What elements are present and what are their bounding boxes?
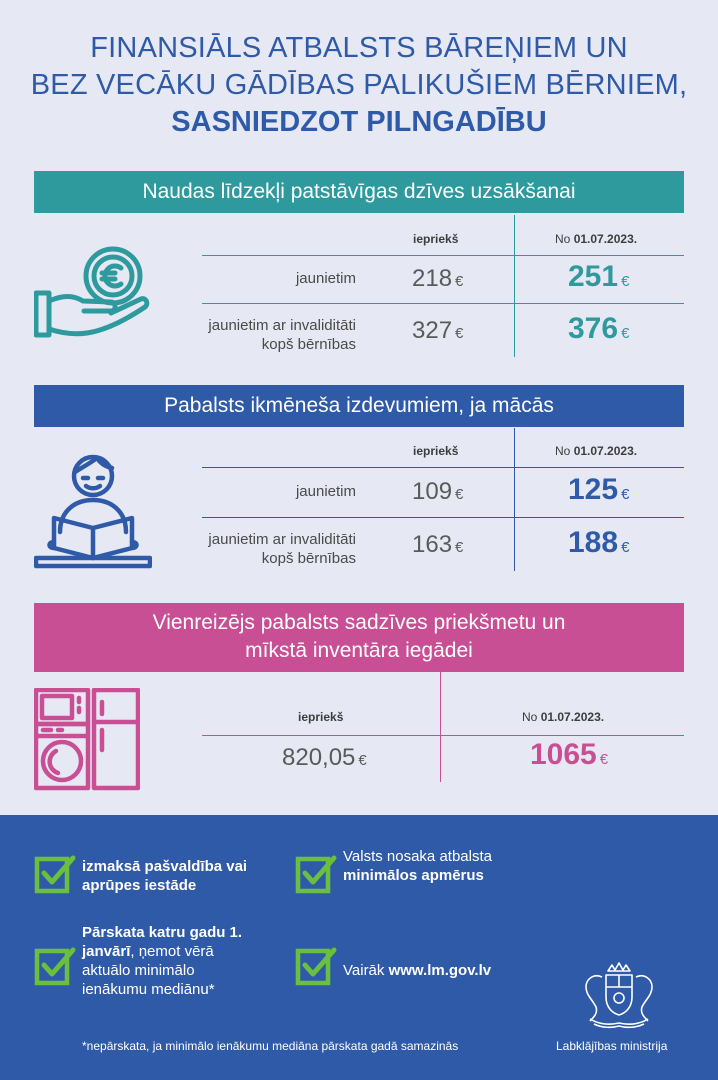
check-icon	[295, 947, 337, 986]
section-3-header: Vienreizējs pabalsts sadzīves priekšmetu…	[34, 603, 684, 672]
s1-col-prev-header: iepriekš	[413, 232, 459, 246]
section-2-header: Pabalsts ikmēneša izdevumiem, ja mācās	[34, 385, 684, 427]
s2-row-1-label: jaunietim	[295, 483, 356, 500]
ministry-name: Labklājības ministrija	[556, 1039, 668, 1053]
footer-panel: izmaksā pašvaldība vai aprūpes iestāde V…	[0, 815, 718, 1080]
s2-col-new-header: No 01.07.2023.	[555, 444, 638, 458]
s2-row-2-prev: 163 €	[412, 531, 464, 558]
s1-row-1-label: jaunietim	[295, 270, 356, 287]
footnote: *nepārskata, ja minimālo ienākumu mediān…	[82, 1039, 459, 1053]
page-title: FINANSIĀLS ATBALSTS BĀREŅIEM UN BEZ VECĀ…	[0, 30, 718, 141]
s2-column-divider	[514, 428, 515, 571]
s1-row-divider-mid	[202, 303, 684, 304]
student-reading-icon	[34, 454, 152, 569]
s1-row-1-prev: 218 €	[412, 265, 464, 292]
footer-item-annual-review: Pārskata katru gadu 1. janvārī, ņemot vē…	[82, 924, 243, 998]
s3-col-new-header: No 01.07.2023.	[522, 710, 605, 724]
s3-col-prev-header: iepriekš	[298, 710, 344, 724]
s2-row-divider-mid	[202, 517, 684, 518]
title-line-1: FINANSIĀLS ATBALSTS BĀREŅIEM UN	[90, 32, 628, 64]
section-3-title-line-2: mīkstā inventāra iegādei	[245, 639, 473, 662]
s2-row-divider-top	[202, 467, 684, 468]
footer-item-municipality: izmaksā pašvaldība vai aprūpes iestāde	[82, 858, 248, 894]
s3-column-divider	[440, 672, 441, 782]
s1-row-1-new: 251 €	[568, 260, 630, 293]
s3-row-divider	[202, 735, 684, 736]
footer-item-state-minimum: Valsts nosaka atbalsta minimālos apmērus	[343, 848, 492, 884]
title-line-2: BEZ VECĀKU GĀDĪBAS PALIKUŠIEM BĒRNIEM,	[30, 69, 688, 101]
s2-col-prev-header: iepriekš	[413, 444, 459, 458]
s1-col-new-header: No 01.07.2023.	[555, 232, 638, 246]
check-icon	[34, 855, 76, 894]
s1-column-divider	[514, 215, 515, 357]
s1-row-2-prev: 327 €	[412, 317, 464, 344]
s1-row-2-new: 376 €	[568, 312, 630, 345]
s1-row-divider-top	[202, 255, 684, 256]
check-icon	[295, 855, 337, 894]
s3-new: 1065 €	[530, 738, 609, 771]
s3-prev: 820,05 €	[282, 744, 367, 771]
s2-row-2-label: jaunietim ar invaliditāti kopš bērnības	[208, 531, 356, 567]
section-1-header: Naudas līdzekļi patstāvīgas dzīves uzsāk…	[34, 171, 684, 213]
hand-euro-coin-icon	[34, 246, 150, 338]
s2-row-1-prev: 109 €	[412, 478, 464, 505]
s2-row-2-new: 188 €	[568, 526, 630, 559]
s2-row-1-new: 125 €	[568, 473, 630, 506]
section-3-title-line-1: Vienreizējs pabalsts sadzīves priekšmetu…	[152, 611, 566, 634]
title-line-3: SASNIEDZOT PILNGADĪBU	[171, 106, 547, 138]
household-appliances-icon	[34, 688, 140, 791]
coat-of-arms-logo	[585, 962, 653, 1029]
check-icon	[34, 947, 76, 986]
ministry-website-link[interactable]: www.lm.gov.lv	[388, 962, 492, 979]
s1-row-2-label: jaunietim ar invaliditāti kopš bērnības	[208, 317, 356, 353]
footer-item-more-info: Vairāk www.lm.gov.lv	[343, 962, 492, 979]
